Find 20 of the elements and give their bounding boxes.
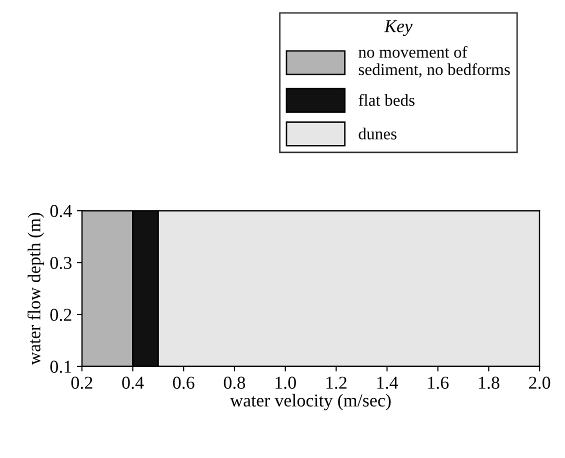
legend-label: flat beds xyxy=(358,94,414,106)
x-tick-label: 1.2 xyxy=(326,376,346,389)
x-tick-label: 0.4 xyxy=(122,376,144,389)
y-axis-title: water flow depth (m) xyxy=(28,212,44,365)
x-tick-label: 0.2 xyxy=(71,376,92,389)
x-tick-label: 0.6 xyxy=(173,376,194,389)
y-tick-label: 0.3 xyxy=(50,256,72,270)
x-tick-label: 0.8 xyxy=(224,376,246,389)
y-tick-label: 0.2 xyxy=(50,308,72,322)
x-axis-title: water velocity (m/sec) xyxy=(230,394,391,410)
legend-label: no movement of sediment, no bedforms xyxy=(358,46,510,78)
legend-label: dunes xyxy=(358,128,396,140)
legend-title: Key xyxy=(384,20,413,36)
x-tick-label: 1.4 xyxy=(377,376,398,389)
x-tick-label: 1.0 xyxy=(276,376,296,389)
x-tick-label: 1.8 xyxy=(479,376,500,389)
x-tick-label: 2.0 xyxy=(529,376,550,389)
x-tick-label: 1.6 xyxy=(428,376,449,389)
y-tick-label: 0.4 xyxy=(50,204,72,218)
y-tick-label: 0.1 xyxy=(50,360,72,373)
